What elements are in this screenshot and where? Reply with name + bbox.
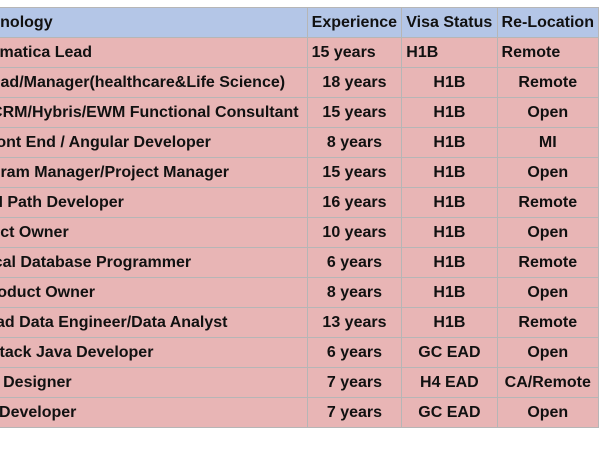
cell-experience[interactable]: 15 years [306,37,403,68]
cell-visa-status[interactable]: H1B [401,127,498,158]
cell-technology[interactable]: UI/UX Designer [0,367,308,398]
cell-visa-status[interactable]: H1B [401,307,498,338]
cell-relocation[interactable]: Open [496,397,600,428]
cell-relocation[interactable]: Open [496,157,600,188]
cell-relocation[interactable]: Open [496,217,600,248]
cell-visa-status[interactable]: GC EAD [401,337,498,368]
cell-technology[interactable]: Sr Lead Data Engineer/Data Analyst [0,307,308,338]
cell-experience[interactable]: 6 years [306,247,403,278]
cell-technology[interactable]: Sr Front End / Angular Developer [0,127,308,158]
cell-experience[interactable]: 15 years [306,97,403,128]
cell-visa-status[interactable]: H1B [401,97,498,128]
cell-relocation[interactable]: Remote [496,67,600,98]
cell-experience[interactable]: 10 years [306,217,403,248]
cell-technology[interactable]: Product Owner [0,217,308,248]
header-relocation[interactable]: Re-Location [496,7,600,38]
cell-relocation[interactable]: Open [496,337,600,368]
cell-technology[interactable]: QA Lead/Manager(healthcare&Life Science) [0,67,308,98]
cell-technology[interactable]: Java Developer [0,397,308,428]
cell-visa-status[interactable]: H4 EAD [401,367,498,398]
cell-technology[interactable]: Clinical Database Programmer [0,247,308,278]
cell-experience[interactable]: 7 years [306,367,403,398]
cell-relocation[interactable]: Remote [496,187,600,218]
cell-visa-status[interactable]: H1B [401,247,498,278]
cell-relocation[interactable]: Remote [496,37,600,68]
cell-technology[interactable]: Sr. UI Path Developer [0,187,308,218]
cell-technology[interactable]: Sr Product Owner [0,277,308,308]
cell-relocation[interactable]: Open [496,277,600,308]
cell-visa-status[interactable]: H1B [401,157,498,188]
cell-experience[interactable]: 15 years [306,157,403,188]
cell-visa-status[interactable]: H1B [401,37,498,68]
cell-visa-status[interactable]: H1B [401,217,498,248]
table-row: SAP CRM/Hybris/EWM Functional Consultant… [0,97,600,128]
header-experience[interactable]: Experience [306,7,403,38]
table-row: QA Lead/Manager(healthcare&Life Science)… [0,67,600,98]
cell-relocation[interactable]: Remote [496,247,600,278]
cell-relocation[interactable]: MI [496,127,600,158]
header-visa-status[interactable]: Visa Status [401,7,498,38]
cell-experience[interactable]: 7 years [306,397,403,428]
cell-relocation[interactable]: Remote [496,307,600,338]
cell-technology[interactable]: Program Manager/Project Manager [0,157,308,188]
cell-experience[interactable]: 18 years [306,67,403,98]
cell-technology[interactable]: Full Stack Java Developer [0,337,308,368]
candidates-table: Technology Experience Visa Status Re-Loc… [0,7,600,428]
cell-visa-status[interactable]: H1B [401,187,498,218]
cell-experience[interactable]: 6 years [306,337,403,368]
cell-technology[interactable]: SAP CRM/Hybris/EWM Functional Consultant [0,97,308,128]
header-technology[interactable]: Technology [0,7,308,38]
cell-experience[interactable]: 16 years [306,187,403,218]
cell-technology[interactable]: Informatica Lead [0,37,308,68]
cell-experience[interactable]: 13 years [306,307,403,338]
cell-experience[interactable]: 8 years [306,277,403,308]
header-row: Technology Experience Visa Status Re-Loc… [0,7,600,38]
cell-visa-status[interactable]: H1B [401,277,498,308]
cell-visa-status[interactable]: H1B [401,67,498,98]
cell-relocation[interactable]: Open [496,97,600,128]
cell-experience[interactable]: 8 years [306,127,403,158]
cell-visa-status[interactable]: GC EAD [401,397,498,428]
cell-relocation[interactable]: CA/Remote [496,367,600,398]
